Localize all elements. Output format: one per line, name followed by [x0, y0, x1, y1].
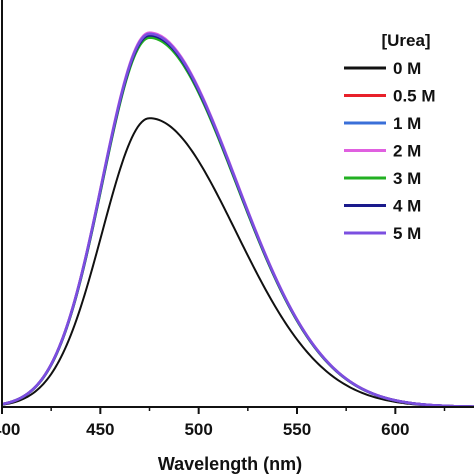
legend-label: 4 M [393, 197, 421, 216]
x-axis-title: Wavelength (nm) [158, 454, 302, 474]
legend-label: 5 M [393, 224, 421, 243]
x-tick-label-600: 600 [381, 420, 409, 439]
x-tick-label-500: 500 [184, 420, 212, 439]
series-lines [1, 31, 474, 408]
x-tick-label-550: 550 [283, 420, 311, 439]
series-line-5-M [1, 32, 474, 408]
x-tick-label-400: 400 [0, 420, 20, 439]
legend-label: 2 M [393, 142, 421, 161]
x-tick-label-450: 450 [86, 420, 114, 439]
legend-label: 0 M [393, 59, 421, 78]
legend: [Urea] 0 M 0.5 M 1 M 2 M 3 M 4 M 5 M [344, 31, 436, 243]
series-line-0-M [1, 117, 474, 408]
legend-label: 0.5 M [393, 87, 436, 106]
x-axis-ticks: 400 450 500 550 600 [0, 407, 446, 439]
legend-label: 1 M [393, 114, 421, 133]
legend-label: 3 M [393, 169, 421, 188]
legend-title: [Urea] [381, 31, 430, 50]
